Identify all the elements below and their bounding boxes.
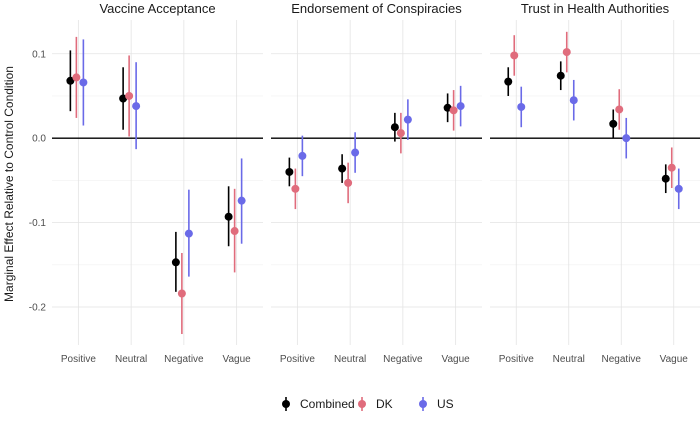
panel-background (271, 20, 482, 345)
y-tick-label: -0.1 (29, 218, 47, 229)
data-point (132, 102, 141, 111)
legend-key-point (282, 400, 290, 408)
y-axis: 0.1 0.0 -0.1 -0.2 (29, 49, 47, 313)
data-point (344, 178, 353, 187)
x-tick-label: Neutral (334, 354, 366, 365)
legend-label: Combined (300, 397, 355, 411)
y-tick-label: -0.2 (29, 303, 47, 314)
x-tick-label: Neutral (115, 354, 147, 365)
x-tick-label: Positive (280, 354, 315, 365)
series-combined (504, 61, 670, 194)
data-point (72, 73, 81, 82)
legend: Combined DK US (282, 397, 454, 411)
series-dk (291, 90, 458, 210)
panel-background (52, 20, 263, 345)
series-combined (285, 93, 452, 187)
data-point (66, 76, 75, 85)
facet-trust-in-health-authorities: Trust in Health Authorities Positive Neutr… (490, 1, 700, 365)
facet-vaccine-acceptance: Vaccine Acceptance Positive Neutral Negativ… (52, 1, 263, 365)
data-point (125, 91, 134, 100)
legend-label: DK (376, 397, 393, 411)
series-us (298, 85, 465, 177)
data-point (298, 151, 307, 160)
series-combined (66, 50, 233, 292)
data-point (177, 289, 186, 298)
y-tick-label: 0.0 (32, 134, 46, 145)
x-tick-label: Vague (223, 354, 252, 365)
data-point (338, 164, 347, 173)
legend-item-combined: Combined (282, 397, 355, 411)
facet-title: Endorsement of Conspiracies (291, 1, 462, 16)
series-us (79, 39, 246, 277)
legend-label: US (437, 397, 454, 411)
series-dk (510, 31, 676, 188)
data-point (456, 102, 465, 111)
panel-background (490, 20, 700, 345)
data-point (661, 174, 670, 183)
data-point (285, 167, 294, 176)
data-point (403, 115, 412, 124)
legend-item-dk: DK (358, 397, 393, 411)
data-point (504, 77, 513, 86)
data-point (449, 106, 458, 115)
data-point (615, 105, 624, 114)
data-point (517, 102, 526, 111)
data-point (291, 184, 300, 193)
data-point (171, 258, 180, 267)
x-tick-label: Neutral (553, 354, 585, 365)
data-point (562, 48, 571, 57)
legend-key-point (419, 400, 427, 408)
data-point (230, 227, 239, 236)
data-point (390, 123, 399, 132)
facet-title: Trust in Health Authorities (521, 1, 670, 16)
data-point (674, 184, 683, 193)
data-point (396, 129, 405, 138)
data-point (237, 196, 246, 205)
data-point (569, 96, 578, 105)
data-point (443, 103, 452, 112)
y-axis-title: Marginal Effect Relative to Control Cond… (2, 66, 16, 302)
x-tick-label: Positive (61, 354, 96, 365)
x-tick-label: Positive (499, 354, 534, 365)
facet-title: Vaccine Acceptance (99, 1, 215, 16)
data-point (79, 78, 88, 87)
x-tick-label: Negative (164, 354, 204, 365)
data-point (184, 229, 193, 238)
x-tick-label: Vague (660, 354, 689, 365)
legend-item-us: US (419, 397, 454, 411)
data-point (556, 71, 565, 80)
data-point (609, 119, 618, 128)
data-point (224, 212, 233, 221)
data-point (667, 163, 676, 172)
x-tick-label: Negative (383, 354, 423, 365)
y-tick-label: 0.1 (32, 49, 46, 60)
series-us (517, 79, 683, 210)
data-point (119, 94, 128, 103)
x-tick-label: Negative (602, 354, 642, 365)
x-tick-label: Vague (442, 354, 471, 365)
facet-endorsement-of-conspiracies: Endorsement of Conspiracies Positive Neutr… (271, 1, 482, 365)
data-point (622, 134, 631, 143)
legend-key-point (358, 400, 366, 408)
series-dk (72, 36, 239, 335)
facet-panels: Vaccine Acceptance Positive Neutral Negativ… (52, 1, 700, 365)
data-point (510, 51, 519, 60)
data-point (351, 148, 360, 157)
